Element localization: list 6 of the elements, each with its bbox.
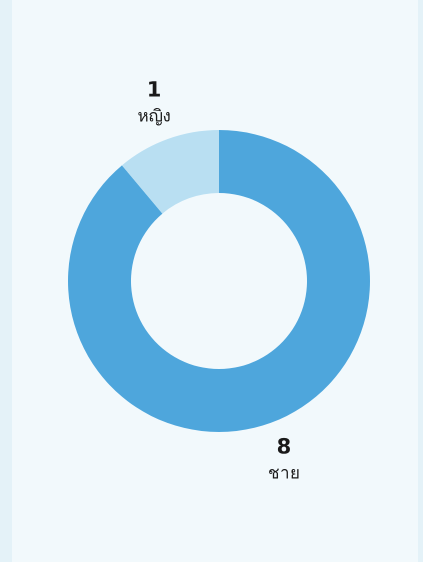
donut-slice (122, 130, 219, 214)
donut-slice (68, 130, 370, 432)
slice-label: ชาย (268, 464, 300, 484)
data-label: 1 (146, 77, 162, 102)
data-label: 8 (276, 434, 292, 459)
slice-label: หญิง (138, 106, 171, 126)
